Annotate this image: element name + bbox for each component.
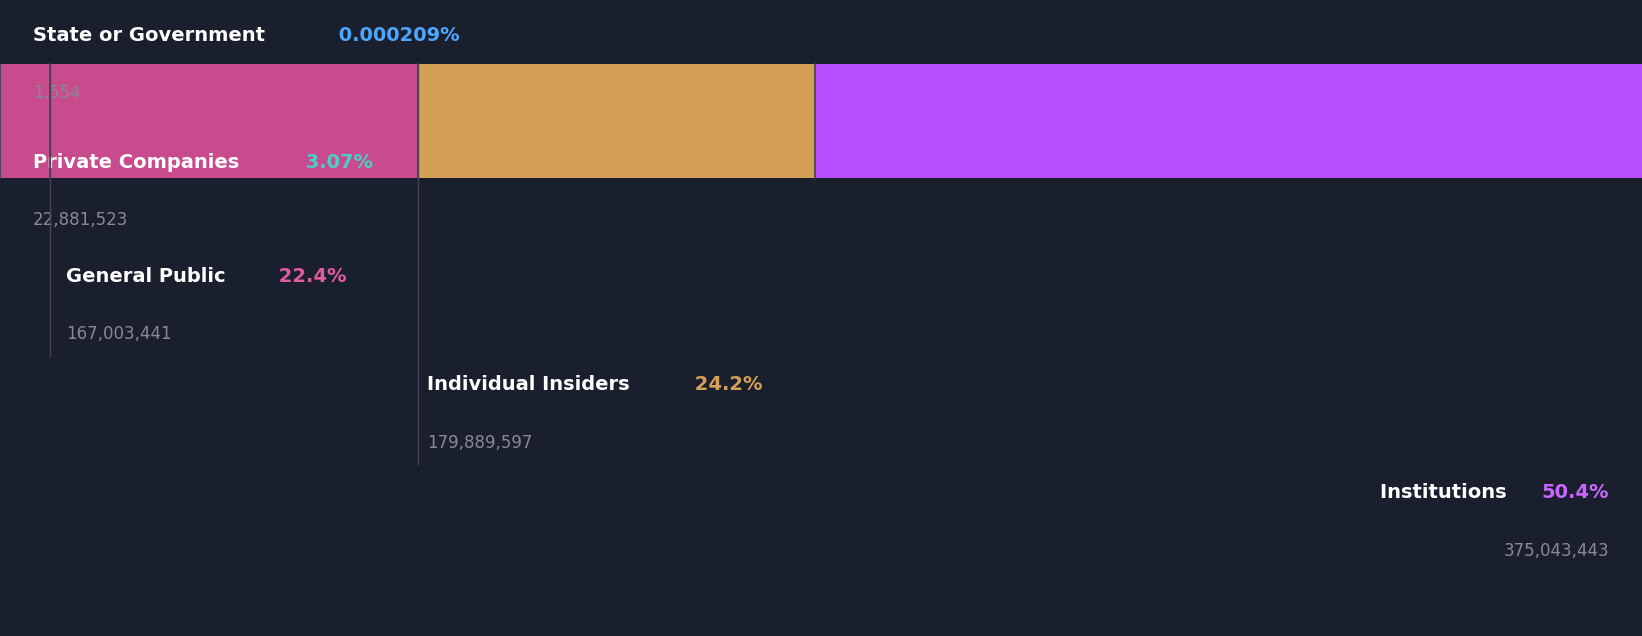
Text: 24.2%: 24.2%	[688, 375, 764, 394]
Bar	[0, 64, 51, 178]
Text: 1,554: 1,554	[33, 84, 80, 102]
Text: 22.4%: 22.4%	[271, 267, 346, 286]
Text: 0.000209%: 0.000209%	[332, 25, 460, 45]
Bar	[51, 64, 419, 178]
Text: Private Companies: Private Companies	[33, 153, 240, 172]
Text: 22,881,523: 22,881,523	[33, 211, 128, 229]
Text: Institutions: Institutions	[1381, 483, 1514, 502]
Text: 3.07%: 3.07%	[299, 153, 373, 172]
Text: Individual Insiders: Individual Insiders	[427, 375, 629, 394]
Bar	[814, 64, 1642, 178]
Text: General Public: General Public	[66, 267, 225, 286]
Text: 179,889,597: 179,889,597	[427, 434, 532, 452]
Text: State or Government: State or Government	[33, 25, 264, 45]
Text: 167,003,441: 167,003,441	[66, 326, 171, 343]
Text: 50.4%: 50.4%	[1542, 483, 1609, 502]
Text: 375,043,443: 375,043,443	[1504, 542, 1609, 560]
Bar	[419, 64, 814, 178]
